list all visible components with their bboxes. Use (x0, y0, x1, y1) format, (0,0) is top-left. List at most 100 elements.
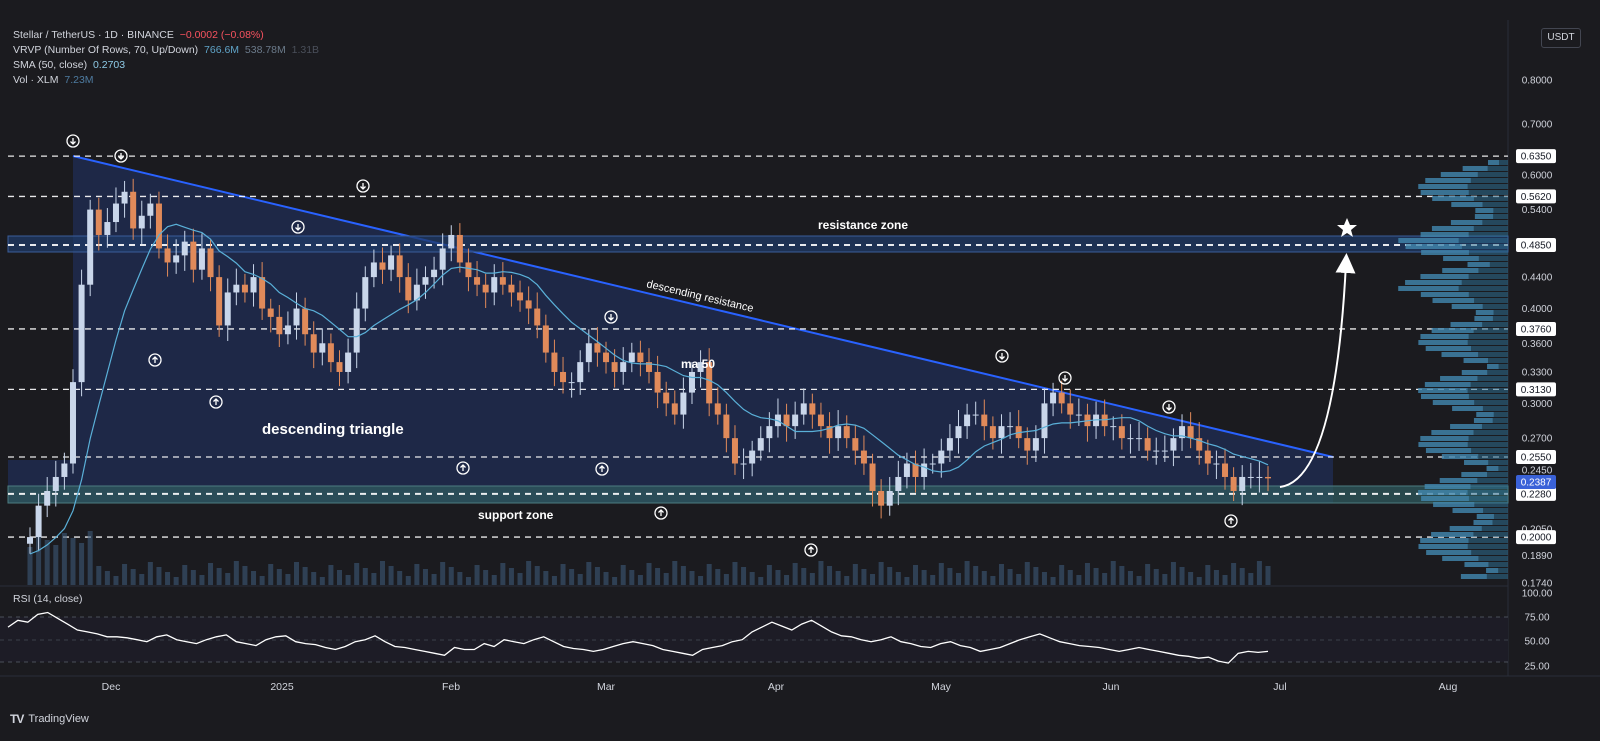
price-axis[interactable]: 0.8000 0.7000 0.6000 0.5400 0.4400 0.4000 0.36… (1522, 76, 1553, 590)
candlestick-series[interactable] (27, 178, 1271, 554)
volume-bar (1127, 571, 1133, 585)
candle-body (1153, 450, 1160, 452)
rsi-tick-label: 100.00 (1522, 589, 1553, 600)
legend-vrvp-row[interactable]: VRVP (Number Of Rows, 70, Up/Down) 766.6… (13, 43, 319, 58)
time-axis[interactable]: Dec 2025 Feb Mar Apr May Jun Jul Aug (102, 681, 1458, 693)
candle-body (1118, 426, 1125, 439)
marker-arrow (360, 183, 366, 190)
volume-bar (878, 562, 884, 585)
volume-bar (362, 568, 368, 585)
candle-body (792, 414, 799, 427)
marker-arrow (1166, 404, 1172, 411)
volume-bar (749, 572, 755, 585)
tradingview-logo[interactable]: TV TradingView (10, 712, 89, 726)
marker-ring (114, 149, 128, 163)
volume-bar (1059, 565, 1065, 585)
volume-profile-row (1461, 472, 1488, 477)
rsi-label: RSI (14, close) (13, 593, 82, 605)
currency-button[interactable]: USDT (1541, 28, 1581, 48)
volume-profile-row (1451, 202, 1483, 207)
volume-bar (345, 575, 351, 585)
candle-body (130, 191, 137, 229)
volume-bar (319, 577, 325, 585)
legend-sma-row[interactable]: SMA (50, close) 0.2703 (13, 58, 319, 73)
volume-profile-row (1431, 226, 1474, 231)
marker-arrow (295, 224, 301, 231)
marker-arrow (608, 314, 614, 321)
volume-profile-row (1450, 424, 1482, 429)
volume-bar (156, 567, 162, 585)
candle-body (1032, 438, 1039, 451)
volume-profile-row (1442, 556, 1479, 561)
breakout-projection-arrow (1279, 253, 1356, 488)
legend-vol-row[interactable]: Vol · XLM 7.23M (13, 73, 319, 88)
volume-profile-row (1421, 250, 1469, 255)
volume-bar (947, 568, 953, 585)
volume-profile-row (1425, 178, 1471, 183)
rsi-line[interactable] (7, 611, 1269, 664)
volume-bar (1093, 568, 1099, 585)
volume-profile-row (1449, 526, 1482, 531)
resistance-zone-box[interactable] (7, 235, 1509, 253)
candle-body (903, 463, 910, 477)
candle-body (216, 277, 223, 326)
volume-bar (870, 574, 876, 585)
legend-symbol-row[interactable]: Stellar / TetherUS · 1D · BINANCE −0.000… (13, 28, 319, 43)
volume-bar (655, 568, 661, 585)
volume-profile-row (1439, 478, 1478, 483)
marker-ring (66, 134, 80, 148)
volume-profile-row (1441, 454, 1479, 459)
volume-bar (663, 573, 669, 585)
volume-bar (672, 561, 678, 585)
candle-body (388, 255, 395, 270)
volume-profile-row (1464, 562, 1489, 567)
volume-bar (1041, 572, 1047, 585)
volume-bar (311, 572, 317, 585)
volume-bar (1265, 566, 1271, 585)
candle-body (319, 343, 326, 353)
level-tag (1516, 382, 1556, 397)
volume-bars (27, 531, 1271, 585)
volume-bar (895, 572, 901, 585)
volume-profile-row (1432, 400, 1475, 405)
sma-50-line[interactable] (29, 223, 1269, 555)
candle-body (1161, 450, 1168, 452)
candle-body (594, 343, 601, 353)
volume-bar (199, 575, 205, 585)
descending-resistance-line[interactable] (72, 155, 1334, 458)
marker-ring (995, 349, 1009, 363)
volume-bar (233, 561, 239, 585)
candle-body (740, 463, 747, 465)
volume-bar (998, 564, 1004, 585)
candle-body (396, 255, 403, 278)
candle-body (422, 277, 429, 285)
volume-profile-row (1418, 490, 1468, 495)
volume-bar (620, 565, 626, 585)
candle-body (1239, 476, 1246, 492)
candle-body (164, 248, 171, 263)
volume-bar (827, 566, 833, 585)
legend-vol-value: 7.23M (64, 74, 94, 86)
volume-bar (818, 561, 824, 585)
level-tag-value: 0.5620 (1521, 192, 1552, 203)
candle-body (568, 382, 575, 384)
candle-body (293, 308, 300, 326)
volume-profile-row (1431, 328, 1474, 333)
candle-body (1256, 476, 1263, 478)
volume-bar (732, 562, 738, 585)
marker-arrow (118, 153, 124, 160)
marker-ring (148, 353, 162, 367)
time-tick-label: May (931, 681, 952, 693)
time-tick-label: Apr (768, 681, 785, 693)
candle-body (431, 269, 438, 278)
candle-body (577, 362, 584, 383)
volume-bar (1213, 570, 1219, 585)
volume-bar (465, 577, 471, 585)
volume-profile-row (1464, 460, 1489, 465)
volume-profile-row (1420, 292, 1469, 297)
price-tick-label: 0.7000 (1522, 120, 1553, 131)
volume-profile-row (1418, 544, 1468, 549)
price-tick-label: 0.2700 (1522, 434, 1553, 445)
legend-sma-value: 0.2703 (92, 59, 126, 71)
